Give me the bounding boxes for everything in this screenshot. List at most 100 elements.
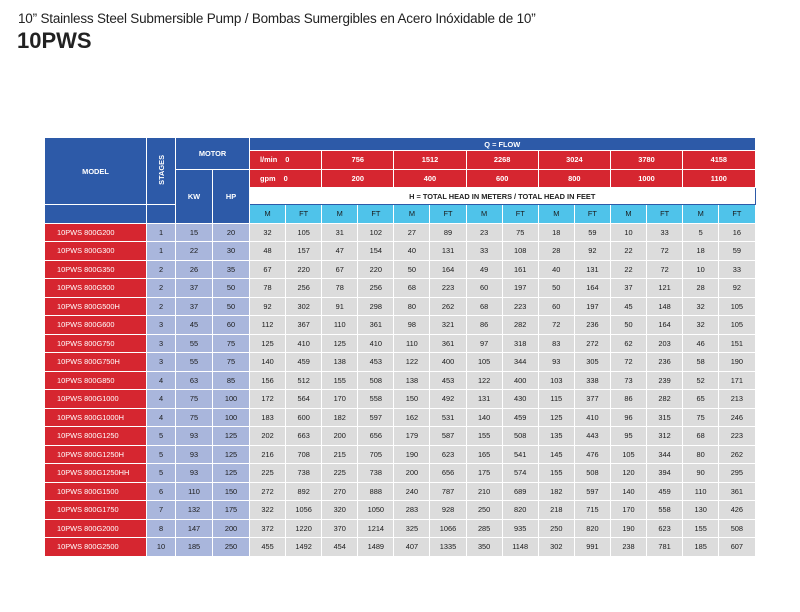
head-ft-cell: 410 xyxy=(573,407,611,427)
head-m-cell: 322 xyxy=(248,500,287,520)
head-m-cell: 407 xyxy=(393,537,431,557)
hp-cell: 75 xyxy=(212,352,250,372)
table-row: 10PWS 800G750 3 55 75 125 410 125 410 110 361 97 31… xyxy=(44,333,756,353)
model-cell: 10PWS 800G1250 xyxy=(44,426,147,446)
head-m-cell: 93 xyxy=(537,352,575,372)
head-ft-cell: 105 xyxy=(718,296,756,316)
kw-cell: 93 xyxy=(175,444,213,464)
head-m-cell: 48 xyxy=(248,241,287,261)
table-row: 10PWS 800G850 4 63 85 156 512 155 508 138 453 122 4… xyxy=(44,370,756,390)
head-ft-cell: 171 xyxy=(718,370,756,390)
head-m-cell: 112 xyxy=(248,315,287,335)
gpm-value: 800 xyxy=(537,168,611,188)
stages-cell: 5 xyxy=(146,426,176,446)
stages-cell: 7 xyxy=(146,500,176,520)
unit-row: M FT M FT M FT M FT M FT M FT M FT xyxy=(44,204,756,224)
head-m-cell: 320 xyxy=(321,500,359,520)
kw-cell: 55 xyxy=(175,352,213,372)
head-m-cell: 455 xyxy=(248,537,287,557)
hp-cell: 85 xyxy=(212,370,250,390)
head-ft-cell: 459 xyxy=(501,407,539,427)
head-ft-cell: 410 xyxy=(285,333,323,353)
kw-header: KW xyxy=(175,168,213,224)
head-m-cell: 122 xyxy=(393,352,431,372)
head-ft-cell: 991 xyxy=(573,537,611,557)
head-ft-cell: 121 xyxy=(646,278,684,298)
kw-cell: 55 xyxy=(175,333,213,353)
head-m-cell: 32 xyxy=(682,315,720,335)
head-ft-cell: 587 xyxy=(429,426,467,446)
hp-header: HP xyxy=(212,168,250,224)
hp-cell: 100 xyxy=(212,389,250,409)
table-row: 10PWS 800G1250 5 93 125 202 663 200 656 179 587 15… xyxy=(44,426,756,446)
flow-header: Q = FLOW xyxy=(249,137,756,151)
head-ft-cell: 787 xyxy=(429,481,467,501)
kw-cell: 93 xyxy=(175,463,213,483)
head-ft-cell: 295 xyxy=(718,463,756,483)
stages-cell: 5 xyxy=(146,463,176,483)
head-ft-cell: 131 xyxy=(573,259,611,279)
head-ft-cell: 164 xyxy=(573,278,611,298)
unit-m: M xyxy=(393,204,431,224)
kw-cell: 185 xyxy=(175,537,213,557)
head-m-cell: 105 xyxy=(609,444,648,464)
unit-ft: FT xyxy=(285,204,323,224)
head-m-cell: 140 xyxy=(465,407,503,427)
hp-cell: 175 xyxy=(212,500,250,520)
head-ft-cell: 197 xyxy=(501,278,539,298)
head-m-cell: 130 xyxy=(682,500,720,520)
head-m-cell: 50 xyxy=(537,278,575,298)
model-cell: 10PWS 800G750 xyxy=(44,333,147,353)
head-ft-cell: 508 xyxy=(357,370,395,390)
lmin-value: 1512 xyxy=(393,150,467,170)
gpm-value: gpm 0 xyxy=(248,168,323,188)
model-cell: 10PWS 800G500 xyxy=(44,278,147,298)
head-m-cell: 175 xyxy=(465,463,503,483)
hp-cell: 75 xyxy=(212,333,250,353)
model-code: 10PWS xyxy=(17,28,92,53)
lmin-label: l/min xyxy=(260,155,278,165)
gpm-value: 1100 xyxy=(682,168,756,188)
page-title: 10” Stainless Steel Submersible Pump / B… xyxy=(18,11,536,26)
head-m-cell: 190 xyxy=(609,518,648,538)
unit-ft: FT xyxy=(573,204,611,224)
table-row: 10PWS 800G500 2 37 50 78 256 78 256 68 223 60 197 50… xyxy=(44,278,756,298)
head-m-cell: 179 xyxy=(393,426,431,446)
head-ft-cell: 305 xyxy=(573,352,611,372)
head-ft-cell: 708 xyxy=(285,444,323,464)
head-m-cell: 95 xyxy=(609,426,648,446)
head-m-cell: 31 xyxy=(321,222,359,242)
hp-cell: 30 xyxy=(212,241,250,261)
model-cell: 10PWS 800G2500 xyxy=(44,537,147,557)
head-ft-cell: 623 xyxy=(646,518,684,538)
head-m-cell: 23 xyxy=(465,222,503,242)
table-row: 10PWS 800G2500 10 185 250 455 1492 454 1489 407 1… xyxy=(44,537,756,557)
head-ft-cell: 564 xyxy=(285,389,323,409)
head-m-cell: 162 xyxy=(393,407,431,427)
head-ft-cell: 223 xyxy=(501,296,539,316)
kw-cell: 37 xyxy=(175,296,213,316)
head-ft-cell: 410 xyxy=(357,333,395,353)
unit-ft: FT xyxy=(501,204,539,224)
head-ft-cell: 492 xyxy=(429,389,467,409)
stages-cell: 8 xyxy=(146,518,176,538)
head-m-cell: 68 xyxy=(465,296,503,316)
kw-cell: 147 xyxy=(175,518,213,538)
unit-m: M xyxy=(682,204,720,224)
table-body: 10PWS 800G200 1 15 20 32 105 31 102 27 89 23 75 18 59… xyxy=(44,222,756,557)
head-m-cell: 10 xyxy=(609,222,648,242)
head-m-cell: 454 xyxy=(321,537,359,557)
head-ft-cell: 75 xyxy=(501,222,539,242)
unit-m: M xyxy=(609,204,648,224)
head-m-cell: 50 xyxy=(609,315,648,335)
head-ft-cell: 315 xyxy=(646,407,684,427)
kw-cell: 63 xyxy=(175,370,213,390)
head-m-cell: 155 xyxy=(465,426,503,446)
stages-cell: 4 xyxy=(146,370,176,390)
head-m-cell: 182 xyxy=(321,407,359,427)
stages-cell: 5 xyxy=(146,444,176,464)
model-cell: 10PWS 800G850 xyxy=(44,370,147,390)
head-ft-cell: 197 xyxy=(573,296,611,316)
stages-cell: 1 xyxy=(146,241,176,261)
head-m-cell: 5 xyxy=(682,222,720,242)
